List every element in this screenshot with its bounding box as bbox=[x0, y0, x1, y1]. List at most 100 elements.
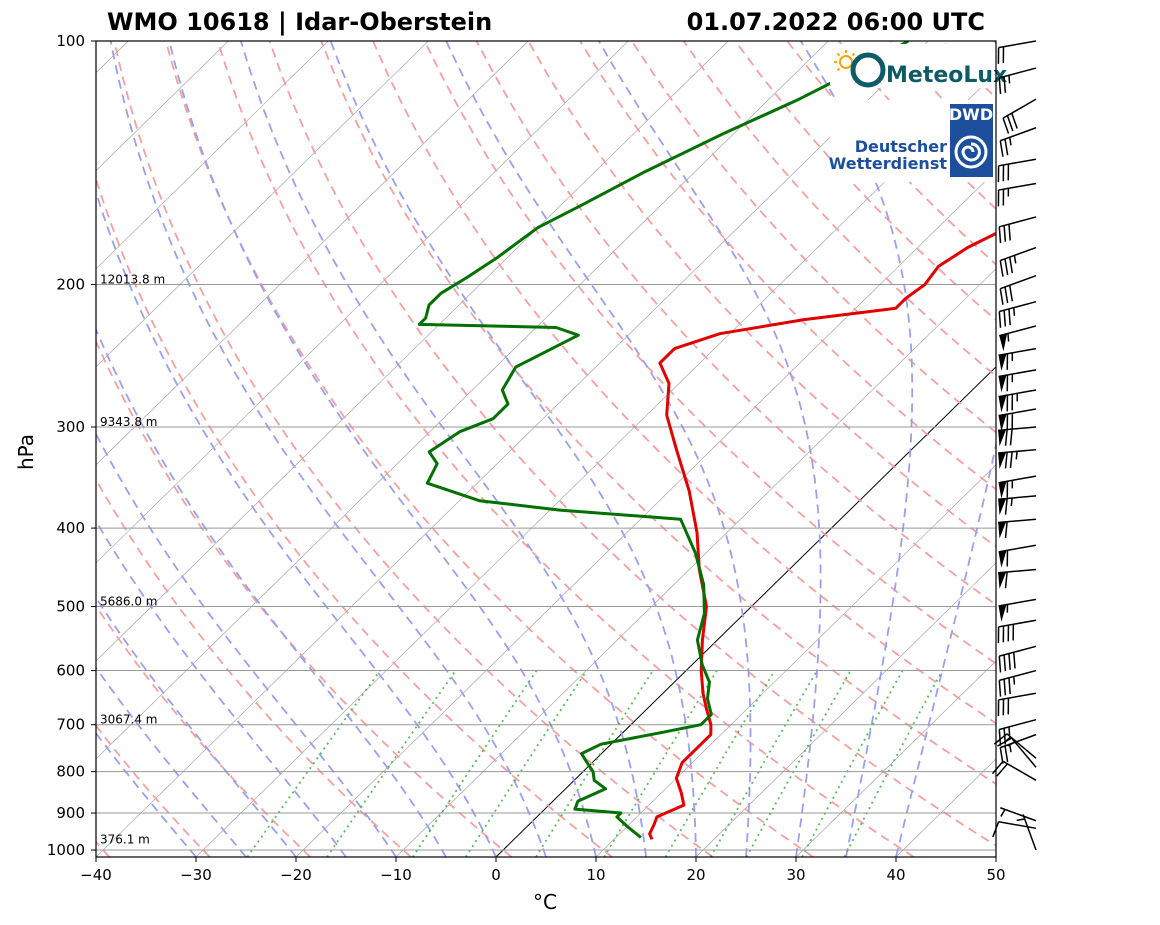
wind-barb-staff bbox=[998, 619, 1037, 628]
wind-barb-pennant bbox=[998, 498, 1007, 516]
wind-barb bbox=[998, 300, 1037, 328]
wind-barb-flag bbox=[999, 747, 1004, 764]
wind-barb-pennant bbox=[998, 481, 1007, 499]
dry-adiabat-line bbox=[268, 41, 996, 847]
dry-adiabat-line bbox=[475, 41, 996, 606]
wind-barb-flag bbox=[1008, 285, 1014, 302]
wind-barb-staff bbox=[999, 645, 1037, 657]
wind-barb-flag bbox=[1011, 112, 1018, 129]
wind-barb bbox=[998, 544, 1037, 568]
wind-barb-staff bbox=[1000, 807, 1037, 822]
dry-adiabat-line bbox=[96, 604, 312, 857]
wind-barb-flag bbox=[1004, 429, 1008, 446]
wind-barb bbox=[998, 216, 1037, 244]
wind-barb-flag bbox=[992, 821, 1000, 838]
wind-barb-half-flag bbox=[1010, 497, 1013, 507]
wind-barb-flag bbox=[1006, 115, 1014, 132]
isotherm-line bbox=[595, 464, 996, 857]
x-tick-label: −10 bbox=[380, 866, 412, 884]
meteolux-logo: MeteoLux bbox=[830, 44, 1007, 88]
moist-adiabat-line bbox=[598, 41, 822, 857]
wind-barb-pennant bbox=[998, 375, 1007, 393]
wind-barb-half-flag bbox=[1013, 307, 1016, 316]
y-tick-label: 700 bbox=[56, 716, 85, 734]
isotherm-line bbox=[795, 660, 996, 857]
wind-barb bbox=[997, 692, 1037, 717]
wind-barb-staff bbox=[1000, 733, 1037, 749]
wind-barb bbox=[998, 67, 1037, 95]
wind-barb-staff bbox=[998, 347, 1037, 356]
wind-barb bbox=[998, 669, 1037, 697]
y-tick-label: 300 bbox=[56, 418, 85, 436]
wind-barb bbox=[997, 40, 1037, 64]
wind-barb bbox=[997, 619, 1037, 644]
wind-barb-flag bbox=[999, 140, 1004, 157]
moist-adiabat-line bbox=[800, 41, 914, 857]
x-tick-label: 10 bbox=[586, 866, 605, 884]
moist-adiabat-line bbox=[109, 41, 547, 857]
wind-barb-pennant bbox=[998, 604, 1007, 622]
moist-adiabat-line bbox=[240, 41, 647, 857]
moist-adiabat-line bbox=[96, 188, 497, 857]
wind-barb-half-flag bbox=[1008, 137, 1012, 146]
dry-adiabat-line bbox=[96, 339, 513, 857]
wind-barb-staff bbox=[998, 182, 1037, 191]
dry-adiabat-line bbox=[96, 477, 412, 857]
x-tick-label: −20 bbox=[280, 866, 312, 884]
wind-barb-flag bbox=[1013, 652, 1016, 669]
wind-barb-staff bbox=[1006, 733, 1037, 759]
wind-barb bbox=[999, 127, 1037, 157]
wind-barb bbox=[999, 733, 1037, 764]
isotherm-line bbox=[995, 856, 996, 857]
wind-barb bbox=[998, 495, 1037, 516]
wind-barb bbox=[991, 760, 1037, 781]
wind-barb bbox=[998, 518, 1037, 539]
mixing-ratio-line bbox=[326, 670, 457, 857]
dry-adiabat-line bbox=[96, 724, 211, 857]
moist-adiabat-line bbox=[168, 41, 597, 857]
dwd-text-line2: Wetterdienst bbox=[829, 154, 948, 173]
dewpoint-profile-line bbox=[417, 41, 910, 839]
y-tick-label: 800 bbox=[56, 763, 85, 781]
y-tick-label: 1000 bbox=[47, 841, 85, 859]
isotherm-line bbox=[495, 366, 996, 857]
mixing-ratio-line bbox=[411, 670, 538, 857]
y-axis-label: hPa bbox=[14, 434, 38, 470]
wind-barb-staff bbox=[1022, 814, 1037, 851]
wind-barb-staff bbox=[998, 158, 1037, 167]
wind-barb-pennant bbox=[998, 429, 1007, 447]
meteolux-logo-text: MeteoLux bbox=[886, 63, 1007, 88]
wind-barb bbox=[998, 408, 1037, 432]
wind-barb bbox=[998, 347, 1037, 371]
wind-barb bbox=[992, 820, 1037, 838]
wind-barb-flag bbox=[1008, 677, 1011, 695]
mixing-ratio-line bbox=[603, 670, 718, 857]
wind-barb-flag bbox=[1004, 286, 1009, 304]
wind-barb-staff bbox=[999, 669, 1037, 682]
wind-barb-pennant bbox=[998, 550, 1007, 568]
wind-barb-staff bbox=[998, 369, 1037, 378]
wind-barb-flag bbox=[1003, 76, 1007, 93]
moist-adiabat-line bbox=[329, 41, 697, 857]
wind-barb-half-flag bbox=[1000, 809, 1006, 817]
isotherm-line bbox=[96, 41, 329, 270]
plot-frame bbox=[95, 40, 997, 858]
wind-barb-staff bbox=[999, 325, 1037, 337]
wind-barb-flag bbox=[998, 311, 1002, 328]
mixing-ratio-line bbox=[843, 670, 943, 857]
dry-adiabat-line bbox=[1046, 41, 1160, 857]
wind-barb-half-flag bbox=[1008, 744, 1012, 753]
wind-barb bbox=[999, 325, 1037, 352]
chart-title-station: WMO 10618 | Idar-Oberstein bbox=[107, 8, 492, 36]
wind-barb bbox=[999, 274, 1037, 305]
wind-barb-half-flag bbox=[1013, 676, 1016, 685]
temperature-profile-line bbox=[648, 231, 996, 840]
wind-barb bbox=[1016, 814, 1037, 851]
sounding-profiles bbox=[417, 41, 996, 840]
wind-barb bbox=[997, 182, 1037, 207]
moist-adiabat-line bbox=[96, 327, 447, 857]
wind-barb-staff bbox=[998, 408, 1037, 417]
wind-barb-flag bbox=[1008, 256, 1014, 274]
isotherm-line bbox=[96, 41, 829, 760]
